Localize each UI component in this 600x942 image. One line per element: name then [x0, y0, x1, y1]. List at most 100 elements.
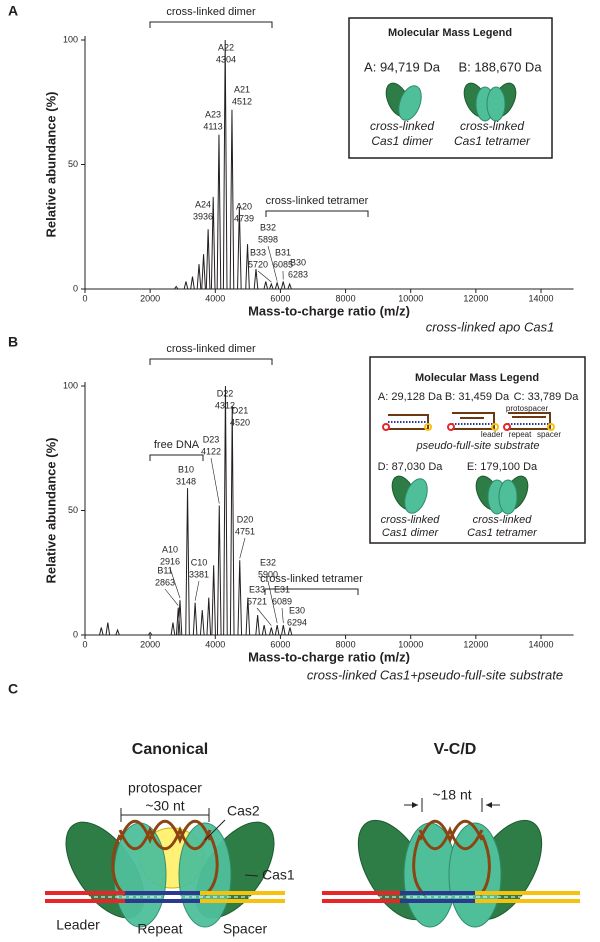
leader-line [267, 245, 278, 281]
y-axis-label: Relative abundance (%) [43, 92, 58, 238]
legend-label: C: 33,789 Da [514, 391, 580, 403]
peak [201, 254, 206, 290]
peak-mz-label: 3148 [176, 476, 196, 486]
y-tick-label: 50 [68, 505, 78, 515]
peak [280, 281, 286, 290]
peak-mz-label: 3936 [193, 211, 213, 221]
x-tick-label: 2000 [140, 293, 160, 303]
leader-line [169, 567, 181, 599]
legend-label: D: 87,030 Da [378, 461, 444, 473]
legend-caption: cross-linked [460, 119, 524, 133]
bracket-label: cross-linked tetramer [260, 573, 363, 585]
legend-caption: cross-linked [381, 514, 441, 526]
peak-label: D22 [217, 388, 234, 398]
legend-label: E: 179,100 Da [467, 461, 538, 473]
peak-mz-label: 6294 [287, 617, 307, 627]
leader-line [194, 580, 200, 601]
x-tick-label: 12000 [463, 293, 488, 303]
x-tick-label: 6000 [270, 639, 290, 649]
peak-mz-label: 3381 [189, 569, 209, 579]
peak-label: B10 [178, 464, 194, 474]
peak [261, 624, 267, 636]
peak [216, 134, 222, 290]
chart-caption: cross-linked Cas1+pseudo-full-site subst… [307, 667, 563, 682]
bracket [265, 210, 369, 217]
diagram-label: Repeat [137, 921, 182, 937]
diagram-label: Cas1 [262, 867, 295, 883]
peak [253, 269, 259, 290]
x-tick-label: 14000 [528, 293, 553, 303]
peak [281, 624, 286, 636]
legend: Molecular Mass Legend A: 94,719 Da B: 18… [348, 17, 553, 159]
leader-line [267, 580, 278, 624]
legend-label: B: 31,459 Da [445, 391, 510, 403]
peak-label: E32 [260, 557, 276, 567]
peak [229, 405, 235, 636]
peak [196, 264, 202, 290]
substrate-label: repeat [509, 430, 532, 439]
peak [206, 597, 212, 636]
peak-label: D21 [232, 405, 249, 415]
substrate-label: spacer [537, 430, 561, 439]
peak [98, 627, 104, 636]
peak [173, 285, 179, 290]
legend-title: Molecular Mass Legend [388, 27, 512, 39]
leader-line [257, 270, 272, 283]
legend-label: A: 94,719 Da [364, 59, 441, 74]
peak [237, 560, 243, 636]
x-tick-label: 8000 [336, 639, 356, 649]
leader-line [239, 537, 246, 559]
peak-mz-label: 4312 [215, 400, 235, 410]
x-tick-label: 10000 [398, 293, 423, 303]
peak-label: A23 [205, 109, 221, 119]
peak [211, 565, 216, 636]
peak-mz-label: 5720 [248, 259, 268, 269]
peak [190, 276, 195, 290]
peak-label: A20 [236, 201, 252, 211]
x-tick-label: 14000 [528, 639, 553, 649]
x-tick-label: 4000 [205, 639, 225, 649]
leader-line [210, 457, 220, 504]
peak-label: B32 [260, 222, 276, 232]
y-axis-label: Relative abundance (%) [43, 438, 58, 584]
bracket [149, 454, 204, 461]
bracket-label: cross-linked tetramer [266, 195, 369, 207]
peak [274, 624, 280, 636]
peak-mz-label: 4304 [216, 54, 236, 64]
peak-mz-label: 4739 [234, 213, 254, 223]
x-tick-label: 8000 [336, 293, 356, 303]
x-tick-label: 2000 [140, 639, 160, 649]
diagram-label: protospacer [128, 780, 202, 796]
substrate-label: leader [481, 430, 504, 439]
diagram-label: ~18 nt [432, 787, 471, 803]
x-tick-label: 0 [82, 293, 87, 303]
legend-caption: Cas1 tetramer [454, 134, 531, 148]
peak [185, 488, 190, 636]
peak [237, 206, 242, 290]
leader-line [281, 607, 284, 624]
peak-label: D20 [237, 514, 254, 524]
peak [269, 282, 274, 290]
legend-caption: Cas1 tetramer [467, 527, 538, 539]
legend-label: B: 188,670 Da [458, 59, 542, 74]
peak-label: C10 [191, 557, 208, 567]
peak-label: A22 [218, 42, 234, 52]
peak [183, 281, 189, 290]
diagram-label: Spacer [223, 921, 268, 937]
peak [245, 597, 251, 636]
x-tick-label: 10000 [398, 639, 423, 649]
diagram-label: ~30 nt [145, 798, 184, 814]
y-tick-label: 0 [73, 629, 78, 639]
peak-label: A21 [234, 84, 250, 94]
peak-mz-label: 4520 [230, 417, 250, 427]
peak-label: B11 [157, 565, 172, 575]
peak-mz-label: 4122 [201, 446, 221, 456]
peak-mz-label: 2916 [160, 556, 180, 566]
peak [263, 281, 269, 290]
peak [115, 628, 120, 636]
peak-label: D23 [203, 434, 220, 444]
peak [177, 600, 183, 636]
y-tick-label: 100 [63, 380, 78, 390]
substrate-label: protospacer [506, 404, 549, 413]
diagram-title: Canonical [132, 741, 208, 758]
